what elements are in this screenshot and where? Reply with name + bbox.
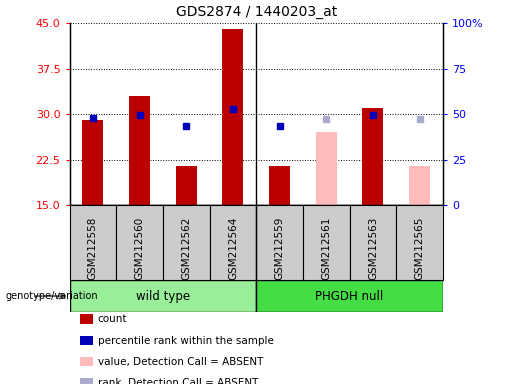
Bar xyxy=(396,205,443,280)
Bar xyxy=(82,120,104,205)
Bar xyxy=(70,205,116,280)
Text: genotype/variation: genotype/variation xyxy=(5,291,98,301)
Bar xyxy=(116,205,163,280)
Text: percentile rank within the sample: percentile rank within the sample xyxy=(98,336,274,346)
Text: PHGDH null: PHGDH null xyxy=(315,290,384,303)
Bar xyxy=(176,166,197,205)
Text: GSM212558: GSM212558 xyxy=(88,217,98,280)
Text: GSM212562: GSM212562 xyxy=(181,217,191,280)
Bar xyxy=(363,108,383,205)
Bar xyxy=(70,280,256,312)
Text: value, Detection Call = ABSENT: value, Detection Call = ABSENT xyxy=(98,357,263,367)
Bar xyxy=(163,205,210,280)
Bar xyxy=(303,205,350,280)
Bar xyxy=(222,29,244,205)
Text: GSM212559: GSM212559 xyxy=(274,217,285,280)
Bar xyxy=(409,166,430,205)
Text: count: count xyxy=(98,314,127,324)
Text: GSM212563: GSM212563 xyxy=(368,217,378,280)
Bar xyxy=(210,205,256,280)
Bar xyxy=(256,205,303,280)
Text: wild type: wild type xyxy=(136,290,190,303)
Text: GSM212561: GSM212561 xyxy=(321,217,331,280)
Text: rank, Detection Call = ABSENT: rank, Detection Call = ABSENT xyxy=(98,378,258,384)
Bar xyxy=(129,96,150,205)
Text: GSM212560: GSM212560 xyxy=(134,217,145,280)
Bar xyxy=(256,280,443,312)
Text: GSM212565: GSM212565 xyxy=(415,217,424,280)
Title: GDS2874 / 1440203_at: GDS2874 / 1440203_at xyxy=(176,5,337,19)
Bar xyxy=(350,205,396,280)
Bar xyxy=(316,132,337,205)
Text: GSM212564: GSM212564 xyxy=(228,217,238,280)
Bar xyxy=(269,166,290,205)
